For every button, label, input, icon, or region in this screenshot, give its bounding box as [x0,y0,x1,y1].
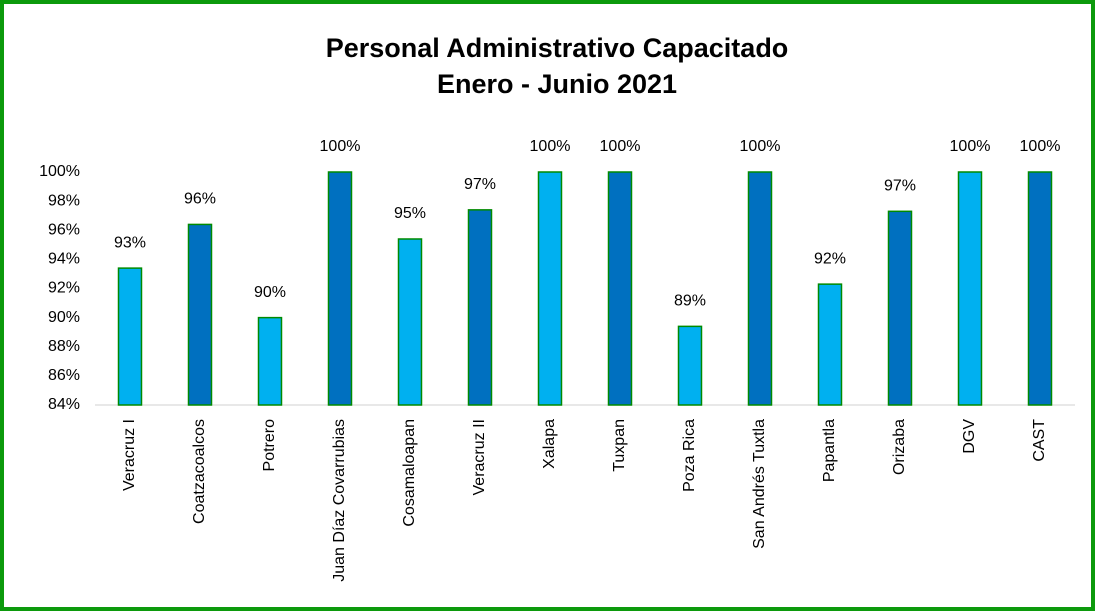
x-tick-label: San Andrés Tuxtla [751,419,768,549]
x-tick-label: Tuxpan [611,419,628,472]
data-label: 90% [254,284,286,301]
bar [117,267,143,406]
data-label: 95% [394,205,426,222]
y-tick-label: 100% [39,163,80,180]
bar [187,223,213,406]
x-tick-label: Juan Díaz Covarrubias [331,419,348,582]
data-label: 100% [530,138,571,155]
data-label: 100% [600,138,641,155]
bar [1027,171,1053,406]
x-tick-label: Papantla [821,419,838,482]
bar [537,171,563,406]
x-tick-label: Coatzacoalcos [191,419,208,524]
y-tick-label: 84% [48,396,80,413]
y-tick-label: 88% [48,338,80,355]
y-tick-label: 94% [48,251,80,268]
x-tick-label: Veracruz II [471,419,488,495]
x-tick-label: DGV [961,419,978,454]
chart-title: Personal Administrativo Capacitado [326,33,789,63]
data-label: 93% [114,234,146,251]
bar [327,171,353,406]
x-tick-label: Poza Rica [681,419,698,492]
bar [747,171,773,406]
bar [677,325,703,406]
data-label: 100% [950,138,991,155]
bar [887,210,913,406]
y-tick-label: 96% [48,221,80,238]
data-label: 100% [1020,138,1061,155]
y-tick-label: 98% [48,192,80,209]
data-label: 96% [184,191,216,208]
data-label: 89% [674,293,706,310]
x-tick-label: Orizaba [891,419,908,475]
x-tick-label: Cosamaloapan [401,419,418,527]
y-tick-label: 86% [48,367,80,384]
data-label: 97% [884,178,916,195]
y-tick-label: 92% [48,280,80,297]
bar [397,238,423,406]
bar [257,316,283,406]
data-label: 97% [464,176,496,193]
bar [957,171,983,406]
x-tick-label: Potrero [261,419,278,472]
data-label: 92% [814,250,846,267]
chart-subtitle: Enero - Junio 2021 [437,69,677,99]
x-tick-label: Xalapa [541,419,558,469]
bar [467,209,493,406]
x-tick-label: Veracruz I [121,419,138,491]
y-tick-label: 90% [48,309,80,326]
x-tick-label: CAST [1031,419,1048,462]
data-label: 100% [320,138,361,155]
bar [817,283,843,406]
data-label: 100% [740,138,781,155]
bar [607,171,633,406]
